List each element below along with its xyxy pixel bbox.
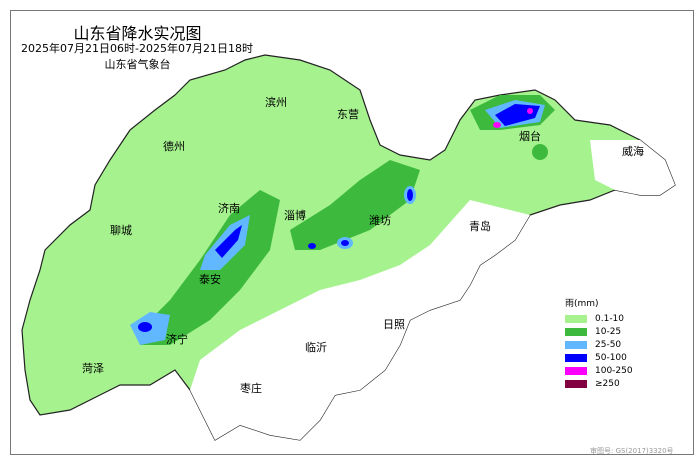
rain-100-250 — [493, 108, 533, 128]
map-frame — [10, 10, 694, 455]
city-label: 日照 — [383, 318, 405, 331]
legend-swatch — [565, 340, 587, 349]
legend-swatch — [565, 314, 587, 323]
city-label: 东营 — [337, 108, 359, 121]
legend-swatch — [565, 379, 587, 388]
legend-item: ≥250 — [565, 377, 633, 390]
map-title: 山东省降水实况图 — [73, 24, 202, 43]
city-label: 济宁 — [166, 333, 188, 346]
city-label: 枣庄 — [240, 382, 262, 395]
legend-swatch — [565, 327, 587, 336]
legend-label: 0.1-10 — [595, 313, 625, 324]
legend-label: ≥250 — [595, 378, 620, 389]
dry-area-southeast — [190, 200, 530, 440]
city-label: 威海 — [622, 145, 644, 158]
city-label: 潍坊 — [369, 214, 391, 227]
city-label: 聊城 — [110, 224, 132, 237]
issuer: 山东省气象台 — [104, 58, 171, 71]
legend-swatch — [565, 353, 587, 362]
legend-item: 10-25 — [565, 325, 633, 338]
city-label: 临沂 — [305, 341, 327, 354]
city-label: 青岛 — [469, 220, 491, 233]
city-label: 烟台 — [519, 130, 541, 143]
legend-label: 25-50 — [595, 339, 622, 350]
legend-label: 100-250 — [595, 365, 633, 376]
city-label: 德州 — [163, 140, 185, 153]
rain-50-100 — [138, 104, 540, 332]
legend-swatch — [565, 366, 587, 375]
legend-label: 50-100 — [595, 352, 627, 363]
city-label: 济南 — [218, 202, 240, 215]
city-label: 淄博 — [284, 209, 306, 222]
legend-label: 10-25 — [595, 326, 622, 337]
legend-item: 25-50 — [565, 338, 633, 351]
time-period: 2025年07月21日06时-2025年07月21日18时 — [21, 42, 253, 55]
legend-item: 100-250 — [565, 364, 633, 377]
city-label: 滨州 — [265, 96, 287, 109]
city-label: 泰安 — [199, 273, 221, 286]
legend: 雨(mm) 0.1-10 10-25 25-50 50-100 100-250 ≥250 — [565, 296, 633, 390]
legend-title: 雨(mm) — [565, 299, 599, 309]
approval-number: 审图号: GS(2017)3320号 — [590, 447, 674, 455]
legend-item: 50-100 — [565, 351, 633, 364]
dry-area-weihai — [590, 140, 675, 195]
city-label: 菏泽 — [82, 362, 104, 375]
legend-item: 0.1-10 — [565, 312, 633, 325]
